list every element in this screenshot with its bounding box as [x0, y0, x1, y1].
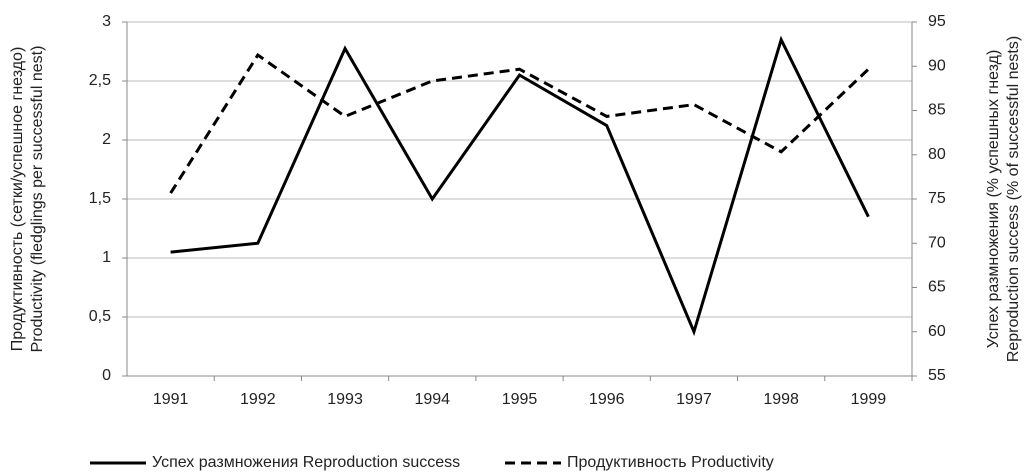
y2-tick-label: 65: [928, 279, 946, 296]
x-tick-label: 1999: [851, 391, 887, 408]
y2-tick-label: 55: [928, 367, 946, 384]
y2-tick-label: 80: [928, 146, 946, 163]
y2-tick-label: 60: [928, 323, 946, 340]
y-tick-label: 1,5: [89, 190, 111, 207]
y-tick-label: 2,5: [89, 72, 111, 89]
y2-tick-label: 95: [928, 13, 946, 30]
legend-label: Успех размножения Reproduction success: [152, 454, 460, 471]
y-tick-label: 1: [102, 249, 111, 266]
y-tick-label: 3: [102, 13, 111, 30]
x-tick-label: 1994: [414, 391, 450, 408]
x-tick-label: 1996: [589, 391, 625, 408]
series-line: [170, 35, 870, 337]
legend-label: Продуктивность Productivity: [567, 454, 774, 471]
x-tick-label: 1993: [327, 391, 363, 408]
y2-axis-label: Успех размножения (% успешных гнезд): [985, 50, 1002, 349]
y-tick-label: 0,5: [89, 308, 111, 325]
y2-tick-label: 70: [928, 234, 946, 251]
y-tick-label: 0: [102, 367, 111, 384]
x-tick-label: 1991: [153, 391, 189, 408]
y-tick-label: 2: [102, 131, 111, 148]
x-tick-label: 1995: [502, 391, 538, 408]
x-tick-label: 1997: [676, 391, 712, 408]
y2-axis-label: Reproduction success (% of successful ne…: [1005, 36, 1022, 362]
x-tick-label: 1998: [763, 391, 799, 408]
x-tick-label: 1992: [240, 391, 276, 408]
y2-tick-label: 90: [928, 57, 946, 74]
series-line: [169, 52, 870, 194]
y-axis-label: Продуктивность (сетки/успешное гнездо): [9, 47, 26, 352]
y2-tick-label: 85: [928, 102, 946, 119]
y2-tick-label: 75: [928, 190, 946, 207]
y-axis-label: Productivity (fledglings per successful …: [29, 46, 46, 353]
